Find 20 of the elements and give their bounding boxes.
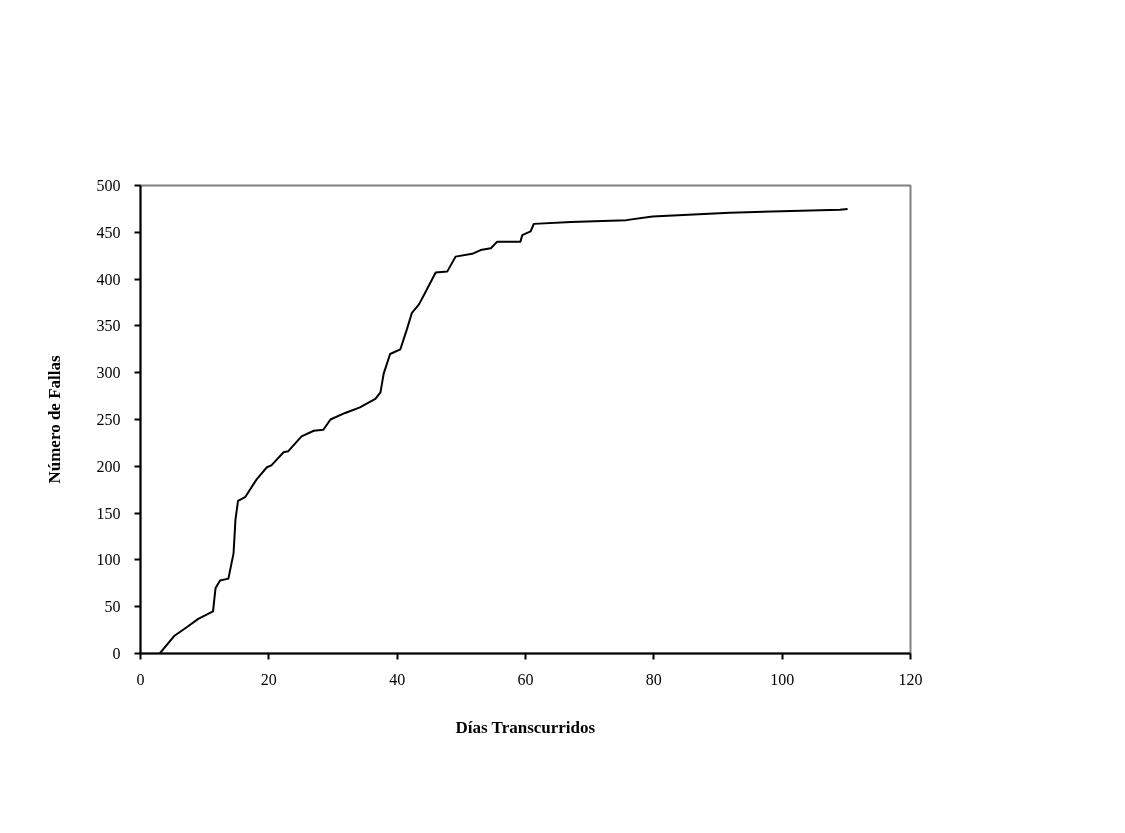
y-tick-label: 500 bbox=[96, 177, 121, 194]
y-tick-label: 250 bbox=[96, 411, 121, 428]
y-tick-label: 450 bbox=[96, 223, 121, 241]
y-tick-label: 200 bbox=[96, 457, 121, 475]
y-tick-label: 150 bbox=[96, 504, 121, 522]
x-tick-label: 60 bbox=[517, 670, 534, 688]
x-tick-label: 40 bbox=[389, 670, 406, 688]
x-axis-title: Días Transcurridos bbox=[455, 717, 596, 737]
y-tick-label: 350 bbox=[96, 317, 121, 335]
y-axis-title: Número de Fallas bbox=[44, 355, 64, 484]
y-tick-label: 50 bbox=[104, 598, 121, 616]
y-tick-label: 400 bbox=[96, 270, 121, 288]
x-tick-label: 80 bbox=[645, 670, 662, 688]
x-tick-label: 120 bbox=[898, 670, 923, 688]
x-tick-label: 100 bbox=[770, 670, 795, 688]
y-tick-label: 300 bbox=[96, 364, 121, 382]
x-tick-label: 0 bbox=[136, 670, 145, 688]
y-tick-label: 0 bbox=[112, 645, 121, 662]
y-tick-label: 100 bbox=[96, 551, 121, 569]
x-tick-label: 20 bbox=[260, 670, 277, 688]
